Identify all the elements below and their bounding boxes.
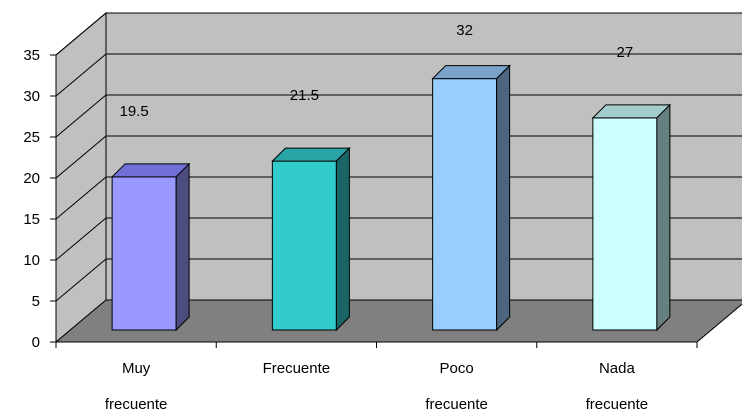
gridline <box>55 94 742 138</box>
bar <box>591 103 672 332</box>
y-tick-labels: 0 5 10 15 20 25 30 35 <box>23 47 40 351</box>
category-label: Muy <box>122 360 151 377</box>
gridline <box>55 258 742 302</box>
bar-side <box>335 146 350 332</box>
bar <box>110 162 191 332</box>
gridline <box>55 217 742 261</box>
data-label: 19.5 <box>120 103 149 120</box>
bars <box>110 64 672 332</box>
chart-walls <box>54 11 742 344</box>
category-label: frecuente <box>105 396 168 410</box>
gridlines <box>55 12 742 302</box>
bar-side <box>496 64 511 332</box>
bar-side <box>656 103 671 332</box>
gridline <box>55 135 742 179</box>
data-label: 32 <box>456 22 473 39</box>
y-tick-label: 10 <box>23 252 40 269</box>
side-wall <box>55 11 107 344</box>
category-label: frecuente <box>425 396 488 410</box>
gridline <box>55 176 742 220</box>
category-label: Frecuente <box>263 360 331 377</box>
bar-front <box>271 160 337 331</box>
category-labels: Muy frecuente Frecuente Poco frecuente Nada fr… <box>105 360 648 410</box>
bar-front <box>592 117 658 331</box>
y-tick-label: 30 <box>23 88 40 105</box>
y-tick-label: 15 <box>23 211 40 228</box>
y-tick-label: 35 <box>23 47 40 64</box>
y-tick-label: 20 <box>23 170 40 187</box>
bar-front <box>111 176 177 331</box>
gridline <box>55 53 742 97</box>
y-tick-label: 5 <box>32 293 40 310</box>
bar <box>431 64 511 332</box>
data-label: 21.5 <box>290 87 319 104</box>
y-tick-label: 25 <box>23 129 40 146</box>
y-tick-label: 0 <box>32 334 40 351</box>
bar-front <box>432 78 498 331</box>
axis-lines <box>50 54 698 348</box>
category-label: Poco <box>440 360 474 377</box>
category-label: Nada <box>599 360 636 377</box>
bar-side <box>175 162 190 332</box>
gridline <box>55 12 742 56</box>
category-label: frecuente <box>586 396 649 410</box>
data-label: 27 <box>617 44 634 61</box>
bar <box>271 146 351 332</box>
data-labels: 19.5 21.5 32 27 <box>120 22 634 120</box>
